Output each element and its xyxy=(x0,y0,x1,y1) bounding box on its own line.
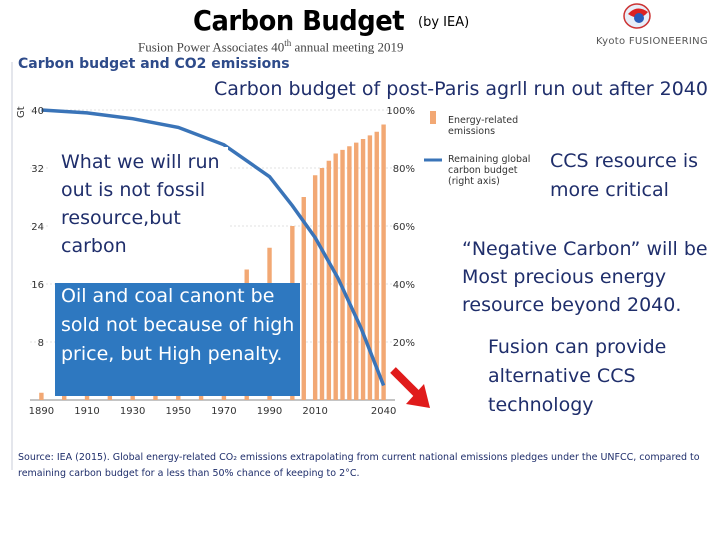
fusion-callout: Fusion can provide alternative CCS techn… xyxy=(488,336,667,416)
x-tick-label: 1930 xyxy=(120,406,145,417)
negative-carbon-callout: “Negative Carbon” will be Most precious … xyxy=(462,238,708,316)
blue-callout-box xyxy=(55,283,300,396)
chart-title: Carbon budget and CO2 emissions xyxy=(18,56,290,72)
logo-mark-icon xyxy=(623,3,651,29)
subtitle: Fusion Power Associates 40th annual meet… xyxy=(138,38,404,55)
emission-bar xyxy=(340,149,345,400)
x-tick-label: 1970 xyxy=(211,406,236,417)
right-callout-background xyxy=(540,140,706,232)
y-axis-unit: Gt xyxy=(16,106,27,118)
x-tick-label: 1890 xyxy=(29,406,54,417)
x-tick-label: 1910 xyxy=(74,406,99,417)
red-arrow-icon xyxy=(390,367,430,408)
x-tick-label: 2010 xyxy=(302,406,327,417)
carbon-budget-line xyxy=(41,108,386,387)
subtitle-sup: th xyxy=(284,38,292,48)
emission-bar xyxy=(374,131,379,400)
subtitle-main: Fusion Power Associates 40 xyxy=(138,39,285,55)
y-tick-label: 32 xyxy=(31,164,44,175)
emission-bar xyxy=(326,160,332,400)
y2-tick-label: 100% xyxy=(386,106,415,117)
y-tick-label: 16 xyxy=(31,280,44,291)
left-callout: What we will run out is not fossil resou… xyxy=(61,151,220,257)
emission-bar xyxy=(319,168,325,400)
x-tick-label: 1950 xyxy=(166,406,191,417)
y-tick-label: 24 xyxy=(31,222,44,233)
emission-bar xyxy=(367,135,373,400)
left-callout-background xyxy=(48,147,228,272)
ccs-callout: CCS resource is more critical xyxy=(550,150,699,201)
company-logo: Kyoto FUSIONEERING xyxy=(592,0,720,52)
y-tick-label: 40 xyxy=(31,106,44,117)
legend-bars-swatch xyxy=(430,111,436,124)
emission-bar xyxy=(347,146,352,400)
legend-line-label: Remaining global carbon budget (right axis… xyxy=(448,154,530,187)
y2-tick-label: 80% xyxy=(393,164,415,175)
emission-bar xyxy=(312,175,318,400)
source-tag: (by IEA) xyxy=(418,15,470,30)
emission-bar xyxy=(360,139,366,400)
x-tick-label: 2040 xyxy=(371,406,396,417)
y2-tick-label: 20% xyxy=(393,338,415,349)
subtitle-meeting: annual meeting 2019 xyxy=(291,39,404,55)
emission-bar xyxy=(301,197,306,400)
legend-bars-label: Energy-related emissions xyxy=(448,115,518,137)
emission-bar xyxy=(381,124,386,400)
y-tick-label: 8 xyxy=(38,338,44,349)
logo-text: Kyoto FUSIONEERING xyxy=(596,36,708,47)
y2-tick-label: 40% xyxy=(393,280,415,291)
emission-bar xyxy=(39,392,44,400)
source-note: Source: IEA (2015). Global energy-relate… xyxy=(18,452,700,479)
y2-tick-label: 60% xyxy=(393,222,415,233)
slide-title: Carbon Budget xyxy=(193,4,405,37)
x-tick-label: 1990 xyxy=(257,406,282,417)
main-claim: Carbon budget of post-Paris agrll run ou… xyxy=(214,78,708,100)
emission-bar xyxy=(354,142,359,400)
blue-callout: Oil and coal canont be sold not because … xyxy=(61,285,295,365)
